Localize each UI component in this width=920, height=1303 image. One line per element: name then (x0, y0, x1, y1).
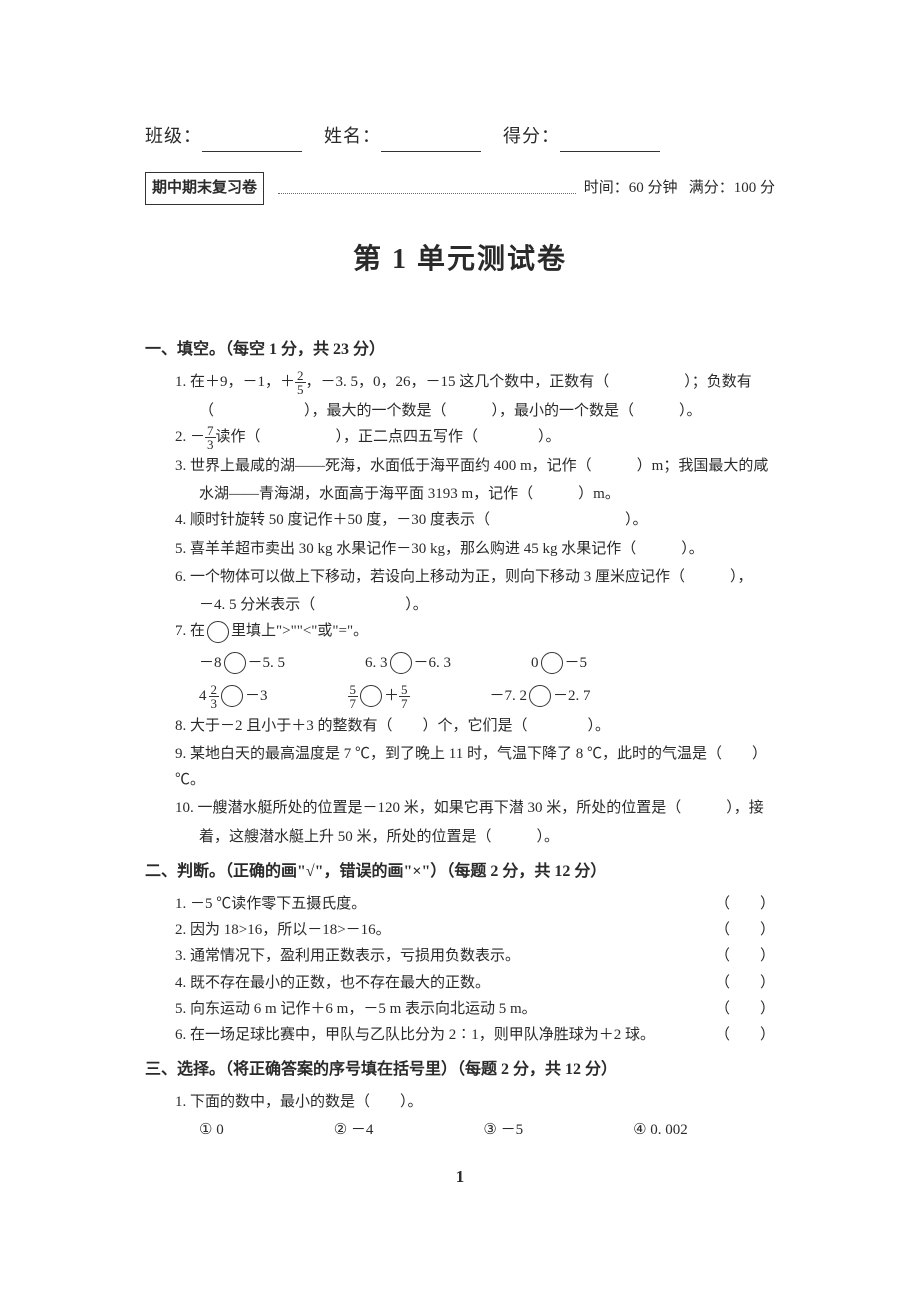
choice-c[interactable]: ③ －5 (483, 1117, 523, 1144)
s3-q1-choices: ① 0 ② －4 ③ －5 ④ 0. 002 (145, 1117, 775, 1144)
compare-circle[interactable] (360, 685, 382, 707)
q7-r1-item1: －8－5. 5 (199, 647, 285, 680)
s3-q1: 1. 下面的数中，最小的数是（ ）。 (145, 1089, 775, 1115)
page-number: 1 (145, 1162, 775, 1193)
q2: 2. －73读作（ ），正二点四五写作（ ）。 (145, 424, 775, 451)
q7-r2-item2: 57＋57 (348, 680, 410, 713)
section3-heading: 三、选择。（将正确答案的序号填在括号里）（每题 2 分，共 12 分） (145, 1056, 775, 1085)
judge-3: 3. 通常情况下，盈利用正数表示，亏损用负数表示。（ ） (145, 943, 775, 969)
q8: 8. 大于－2 且小于＋3 的整数有（ ）个，它们是（ ）。 (145, 713, 775, 739)
name-blank[interactable] (381, 134, 481, 152)
judge-paren[interactable]: （ ） (715, 917, 775, 943)
header-fill-line: 班级： 姓名： 得分： (145, 120, 775, 152)
score-label: 得分： (503, 126, 560, 146)
choice-d[interactable]: ④ 0. 002 (633, 1117, 688, 1144)
q7-r2-item1: 423－3 (199, 680, 268, 713)
q6-line2: －4. 5 分米表示（ ）。 (145, 592, 775, 618)
judge-paren[interactable]: （ ） (715, 970, 775, 996)
name-label: 姓名： (324, 126, 381, 146)
class-label: 班级： (145, 126, 202, 146)
q7-r1-item2: 6. 3－6. 3 (365, 647, 451, 680)
judge-5: 5. 向东运动 6 m 记作＋6 m，－5 m 表示向北运动 5 m。（ ） (145, 996, 775, 1022)
section2-heading: 二、判断。（正确的画"√"，错误的画"×"）（每题 2 分，共 12 分） (145, 858, 775, 887)
q7-stem-circle[interactable] (207, 621, 229, 643)
q1-text-b: ，－3. 5，0，26，－15 这几个数中，正数有（ ）；负数有 (306, 374, 752, 390)
judge-2: 2. 因为 18>16，所以－18>－16。（ ） (145, 917, 775, 943)
q7-row1: －8－5. 5 6. 3－6. 3 0－5 (145, 647, 775, 680)
q1-fraction: 25 (295, 369, 306, 396)
section1-heading: 一、填空。（每空 1 分，共 23 分） (145, 336, 775, 365)
q7-stem: 7. 在 里填上">""<"或"="。 (145, 618, 775, 644)
score-blank[interactable] (560, 134, 660, 152)
judge-paren[interactable]: （ ） (715, 891, 775, 917)
q7-r1-item3: 0－5 (531, 647, 587, 680)
q3-line2: 水湖——青海湖，水面高于海平面 3193 m，记作（ ）m。 (145, 481, 775, 507)
q10-line1: 10. 一艘潜水艇所处的位置是－120 米，如果它再下潜 30 米，所处的位置是… (145, 795, 775, 821)
dotted-divider (278, 184, 576, 194)
compare-circle[interactable] (541, 652, 563, 674)
class-blank[interactable] (202, 134, 302, 152)
compare-circle[interactable] (529, 685, 551, 707)
compare-circle[interactable] (390, 652, 412, 674)
q2-text-a: 2. － (175, 429, 205, 445)
q10-line2: 着，这艘潜水艇上升 50 米，所处的位置是（ ）。 (145, 824, 775, 850)
choice-b[interactable]: ② －4 (334, 1117, 374, 1144)
q2-text-b: 读作（ ），正二点四五写作（ ）。 (216, 429, 561, 445)
exam-info-row: 期中期末复习卷 时间：60 分钟 满分：100 分 (145, 172, 775, 205)
exam-tag: 期中期末复习卷 (145, 172, 264, 205)
q3-line1: 3. 世界上最咸的湖——死海，水面低于海平面约 400 m，记作（ ）m；我国最… (145, 453, 775, 479)
judge-6: 6. 在一场足球比赛中，甲队与乙队比分为 2∶1，则甲队净胜球为＋2 球。（ ） (145, 1022, 775, 1048)
judge-paren[interactable]: （ ） (715, 996, 775, 1022)
q7-r2-item3: －7. 2－2. 7 (490, 680, 591, 713)
judge-paren[interactable]: （ ） (715, 943, 775, 969)
q1-line1: 1. 在＋9，－1，＋25，－3. 5，0，26，－15 这几个数中，正数有（ … (145, 369, 775, 396)
q9: 9. 某地白天的最高温度是 7 ℃，到了晚上 11 时，气温下降了 8 ℃，此时… (145, 741, 775, 794)
judge-paren[interactable]: （ ） (715, 1022, 775, 1048)
compare-circle[interactable] (224, 652, 246, 674)
q7-row2: 423－3 57＋57 －7. 2－2. 7 (145, 680, 775, 713)
exam-time: 时间：60 分钟 (584, 175, 678, 202)
compare-circle[interactable] (221, 685, 243, 707)
q4: 4. 顺时针旋转 50 度记作＋50 度，－30 度表示（ ）。 (145, 507, 775, 533)
page-title: 第 1 单元测试卷 (145, 235, 775, 285)
q6-line1: 6. 一个物体可以做上下移动，若设向上移动为正，则向下移动 3 厘米应记作（ ）… (145, 564, 775, 590)
judge-4: 4. 既不存在最小的正数，也不存在最大的正数。（ ） (145, 970, 775, 996)
judge-1: 1. －5 ℃读作零下五摄氏度。（ ） (145, 891, 775, 917)
exam-full-score: 满分：100 分 (689, 175, 775, 202)
q2-fraction: 73 (205, 424, 216, 451)
choice-a[interactable]: ① 0 (199, 1117, 224, 1144)
q7-text-b: 里填上">""<"或"="。 (231, 623, 368, 639)
q1-line2: （ ），最大的一个数是（ ），最小的一个数是（ ）。 (145, 398, 775, 424)
q7-text-a: 7. 在 (175, 623, 205, 639)
q5: 5. 喜羊羊超市卖出 30 kg 水果记作－30 kg，那么购进 45 kg 水… (145, 536, 775, 562)
q1-text-a: 1. 在＋9，－1，＋ (175, 374, 295, 390)
